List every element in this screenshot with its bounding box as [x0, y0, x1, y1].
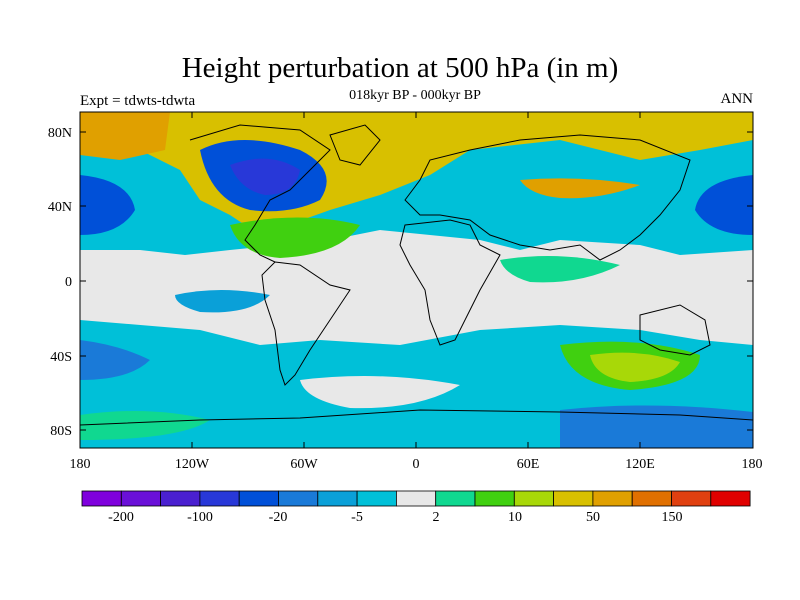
map-plot-area [80, 112, 753, 448]
colorbar-label: -20 [269, 510, 288, 525]
colorbar-label: 50 [586, 510, 600, 525]
colorbar-box [592, 490, 633, 507]
coastline-north-america [189, 124, 331, 263]
lat-label-80n: 80N [48, 126, 72, 141]
colorbar-box [671, 490, 712, 507]
lat-label-0: 0 [65, 275, 72, 290]
colorbar-box [631, 490, 672, 507]
experiment-label: Expt = tdwts-tdwta [80, 93, 196, 109]
coastline-antarctica [80, 409, 753, 426]
colorbar-label: 150 [662, 510, 683, 525]
colorbar-box [356, 490, 397, 507]
colorbar-labels: -200 -100 -20 -5 2 10 50 150 [108, 510, 682, 525]
latitude-labels: 80N 40N 0 40S 80S [48, 126, 72, 439]
axis-ticks [80, 112, 753, 448]
colorbar-box [435, 490, 476, 507]
contour-green-midlat [230, 217, 360, 258]
lon-label-120e: 120E [625, 457, 655, 472]
lon-label-60e: 60E [517, 457, 540, 472]
colorbar-box [710, 490, 751, 507]
lon-label-0: 0 [413, 457, 420, 472]
colorbar-label: 10 [508, 510, 522, 525]
contour-green-antarctic [80, 411, 210, 440]
colorbar-box [238, 490, 279, 507]
contour-grey-southern-ocean [300, 376, 460, 409]
longitude-labels: 180 120W 60W 0 60E 120E 180 [70, 457, 763, 472]
colorbar-box [199, 490, 240, 507]
coastlines [80, 124, 753, 426]
lat-label-40n: 40N [48, 200, 72, 215]
coastline-eurasia [404, 134, 691, 261]
colorbar-box [474, 490, 515, 507]
coastline-australia [639, 304, 711, 356]
colorbar [81, 490, 751, 507]
lon-label-60w: 60W [290, 457, 318, 472]
contour-orange-asia [520, 178, 640, 199]
contour-blue-antarctic [560, 405, 753, 448]
lon-label-120w: 120W [175, 457, 210, 472]
lat-label-40s: 40S [50, 350, 72, 365]
coastline-south-america [261, 261, 351, 386]
colorbar-box [395, 490, 437, 507]
colorbar-label: -200 [108, 510, 134, 525]
colorbar-box [317, 490, 358, 507]
colorbar-box [553, 490, 594, 507]
lon-label-180e: 180 [742, 457, 763, 472]
coastline-africa [399, 219, 501, 346]
lat-label-80s: 80S [50, 424, 72, 439]
colorbar-box [160, 490, 201, 507]
colorbar-label: 2 [433, 510, 440, 525]
coastline-greenland [329, 124, 381, 166]
contour-darkblue-northamerica [230, 158, 300, 195]
contour-green-indian [500, 256, 620, 283]
colorbar-label: -100 [187, 510, 213, 525]
map-title: Height perturbation at 500 hPa (in m) [181, 52, 619, 84]
colorbar-box [120, 490, 162, 507]
colorbar-label: -5 [351, 510, 363, 525]
colorbar-box [81, 490, 122, 507]
season-label: ANN [720, 91, 754, 107]
contour-blue-south [80, 340, 150, 380]
contour-blue-pacific-east [695, 175, 753, 235]
map-subtitle: 018kyr BP - 000kyr BP [349, 88, 481, 103]
contour-blue-pacific-west [80, 175, 135, 235]
contour-cyan-tropical-pacific [175, 290, 270, 313]
contour-yellow-south [590, 352, 680, 382]
colorbar-box [513, 490, 554, 507]
contour-orange-northwest [80, 112, 170, 160]
colorbar-box [278, 490, 319, 507]
lon-label-180w: 180 [70, 457, 91, 472]
